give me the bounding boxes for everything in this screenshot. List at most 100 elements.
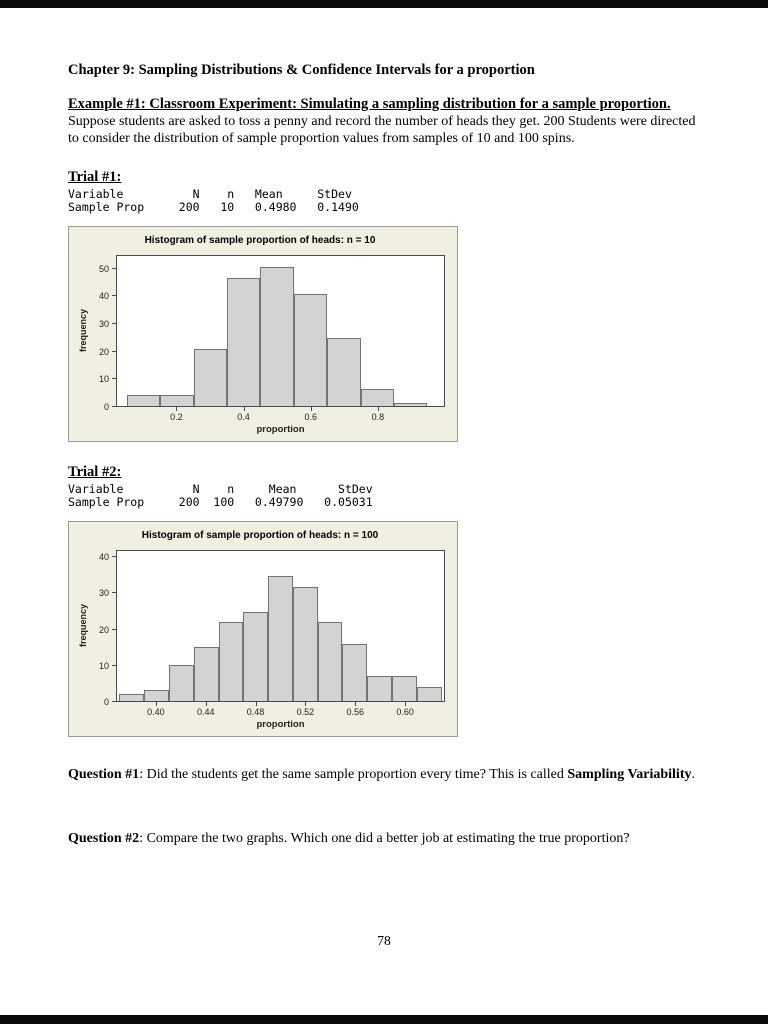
trial1-stats-row: Sample Prop 200 10 0.4980 0.1490 (68, 200, 359, 215)
x-tick-label: 0.6 (304, 411, 317, 422)
x-tick-mark (255, 701, 257, 706)
x-tick-mark (310, 406, 312, 411)
question-2-label: Question #2 (68, 830, 140, 846)
question-1-label: Question #1 (68, 766, 140, 782)
question-1-text: : Did the students get the same sample p… (139, 766, 568, 782)
y-tick-label: 0 (103, 401, 109, 412)
histogram-bar (227, 277, 261, 406)
histogram-bar (193, 348, 228, 406)
question-1-suffix: . (691, 766, 695, 782)
histogram-bar (327, 337, 361, 406)
y-tick-label: 40 (98, 552, 109, 563)
question-1: Question #1: Did the students get the sa… (68, 767, 700, 783)
y-tick-mark (112, 664, 116, 666)
histogram-bar (293, 294, 328, 406)
intro-paragraph: Suppose students are asked to toss a pen… (68, 114, 696, 147)
trial2-stats-header: Variable N n Mean StDev (68, 481, 373, 496)
plot-area (116, 549, 445, 702)
x-tick-label: 0.48 (246, 706, 265, 717)
chapter-title: Chapter 9: Sampling Distributions & Conf… (68, 62, 535, 78)
y-tick-mark (112, 350, 116, 352)
page-content: Chapter 9: Sampling Distributions & Conf… (68, 62, 700, 948)
question-2-text: : Compare the two graphs. Which one did … (139, 830, 630, 846)
x-tick-label: 0.4 (237, 411, 250, 422)
y-tick-mark (112, 295, 116, 297)
histogram-bar (144, 690, 170, 701)
histogram-bar (367, 675, 392, 701)
y-tick-mark (112, 556, 116, 558)
chart-title: Histogram of sample proportion of heads:… (144, 234, 376, 246)
histogram-bar (393, 403, 428, 406)
y-axis-label-column: frequency (75, 255, 90, 407)
x-tick-mark (377, 406, 379, 411)
x-tick-label: 0.40 (147, 706, 165, 717)
page-number: 78 (377, 932, 391, 948)
x-tick-mark (355, 701, 357, 706)
histogram-bar (268, 575, 293, 701)
histogram-bar (160, 394, 194, 406)
y-tick-label: 10 (98, 660, 109, 671)
y-tick-mark (112, 628, 116, 630)
y-axis: 0 10 20 30 40 (90, 550, 116, 707)
x-axis-label: proportion (256, 718, 305, 730)
trial2-heading: Trial #2: (68, 463, 122, 480)
x-tick-mark (305, 701, 307, 706)
histogram-n10: Histogram of sample proportion of heads:… (68, 225, 458, 442)
plot-column: 0.40 0.44 0.48 0.52 0.56 0.60 proportion (116, 549, 445, 730)
y-tick-label: 40 (98, 291, 109, 302)
question-2: Question #2: Compare the two graphs. Whi… (68, 831, 700, 847)
histogram-bar (193, 647, 219, 701)
y-axis-label-column: frequency (75, 550, 90, 702)
x-tick-label: 0.52 (296, 706, 315, 717)
x-tick-mark (155, 701, 157, 706)
chart-title: Histogram of sample proportion of heads:… (141, 529, 379, 541)
y-tick-label: 10 (98, 374, 109, 385)
y-tick-mark (112, 700, 116, 702)
y-tick-label: 20 (98, 346, 109, 357)
x-tick-label: 0.8 (371, 411, 385, 422)
y-tick-label: 0 (103, 696, 109, 707)
x-tick-mark (243, 406, 245, 411)
plot-area (116, 254, 445, 407)
y-axis: 0 10 20 30 40 50 (90, 255, 116, 412)
x-axis: 0.2 0.4 0.6 0.8 (116, 406, 445, 424)
histogram-bar (292, 586, 318, 701)
x-axis-label: proportion (256, 423, 305, 435)
plot-column: 0.2 0.4 0.6 0.8 proportion (116, 254, 445, 435)
y-axis-label: frequency (77, 309, 88, 353)
y-tick-mark (112, 378, 116, 380)
y-tick-mark (112, 592, 116, 594)
histogram-bar (169, 665, 194, 701)
y-tick-label: 30 (98, 588, 109, 599)
y-tick-mark (112, 267, 116, 269)
histogram-bar (391, 675, 417, 701)
histogram-bar (260, 266, 294, 406)
x-tick-mark (176, 406, 178, 411)
x-tick-label: 0.60 (396, 706, 414, 717)
y-tick-mark (112, 322, 116, 324)
histogram-n100: Histogram of sample proportion of heads:… (68, 520, 458, 737)
chart-body: frequency 0 10 20 30 40 0.40 0.44 0.48 0.52 0.56… (75, 549, 445, 730)
x-tick-label: 0.2 (170, 411, 183, 422)
histogram-bar (127, 394, 161, 406)
histogram-bar (342, 643, 368, 701)
y-axis-label: frequency (77, 604, 88, 648)
x-axis: 0.40 0.44 0.48 0.52 0.56 0.60 (116, 701, 445, 719)
trial1-stats-table: Variable N n Mean StDev Sample Prop 200 … (68, 186, 700, 215)
histogram-bar (218, 622, 244, 701)
x-tick-label: 0.44 (196, 706, 215, 717)
y-tick-mark (112, 405, 116, 407)
question-1-term: Sampling Variability (567, 766, 692, 782)
trial1-heading: Trial #1: (68, 168, 122, 185)
y-tick-label: 30 (98, 318, 109, 329)
trial2-stats-table: Variable N n Mean StDev Sample Prop 200 … (68, 481, 700, 510)
example-heading: Example #1: Classroom Experiment: Simula… (68, 96, 671, 112)
histogram-bar (243, 611, 269, 701)
y-tick-label: 50 (98, 263, 109, 274)
trial1-stats-header: Variable N n Mean StDev (68, 186, 352, 201)
page-edge-top (0, 0, 768, 8)
histogram-bar (317, 622, 343, 701)
chart-body: frequency 0 10 20 30 40 50 0.2 0.4 0.6 0.8 propo… (75, 254, 445, 435)
page-edge-bottom (0, 1015, 768, 1024)
y-tick-label: 20 (98, 624, 109, 635)
